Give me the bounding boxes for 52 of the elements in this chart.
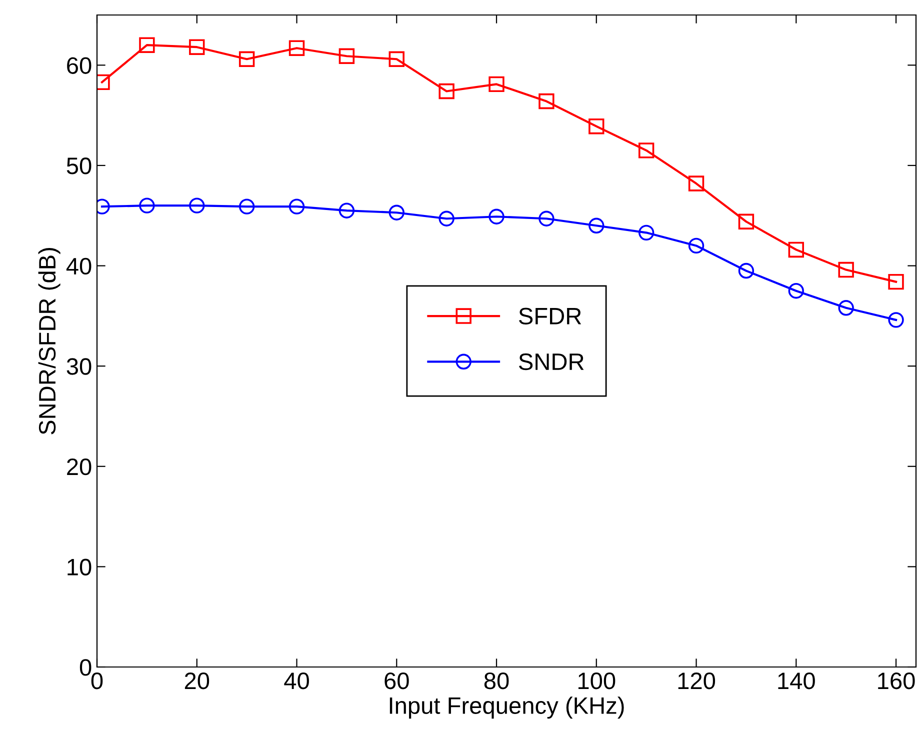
point xyxy=(238,198,255,214)
point xyxy=(638,224,654,241)
y-axis-title: SNDR/SFDR (dB) xyxy=(38,248,60,434)
x-tick-label: 40 xyxy=(284,672,309,690)
point xyxy=(388,204,404,220)
point xyxy=(638,142,654,158)
x-tick-label: 100 xyxy=(578,672,616,690)
y-tick-label: 30 xyxy=(66,358,92,375)
point xyxy=(738,262,754,279)
point xyxy=(288,40,305,56)
point xyxy=(788,242,804,258)
x-tick-label: 80 xyxy=(484,672,509,690)
point xyxy=(488,208,504,224)
point xyxy=(688,238,704,254)
x-tick-label: 60 xyxy=(384,672,409,690)
x-tick-label: 20 xyxy=(184,672,210,690)
legend-label: SNDR xyxy=(518,353,584,370)
point xyxy=(738,214,754,230)
x-tick-label: 0 xyxy=(91,672,103,690)
y-tick-label: 60 xyxy=(67,57,92,74)
y-tick-label: 40 xyxy=(66,258,92,275)
x-tick-label: 140 xyxy=(778,672,815,690)
y-tick-label: 0 xyxy=(80,659,92,676)
y-tick-label: 20 xyxy=(67,458,92,476)
y-tick-label: 50 xyxy=(66,158,92,174)
point xyxy=(438,210,454,226)
x-tick-label: 160 xyxy=(878,672,915,690)
point xyxy=(288,198,305,214)
point xyxy=(388,51,404,67)
point xyxy=(888,312,904,328)
point xyxy=(688,176,704,192)
point xyxy=(588,218,604,234)
x-axis-title: Input Frequency (KHz) xyxy=(390,696,624,719)
point xyxy=(588,118,604,134)
point xyxy=(538,93,554,110)
point xyxy=(538,210,554,226)
point xyxy=(438,83,454,100)
point xyxy=(189,39,205,55)
point xyxy=(838,300,854,316)
point xyxy=(888,274,904,290)
point xyxy=(238,51,255,67)
point xyxy=(488,76,504,92)
point xyxy=(189,198,205,214)
point xyxy=(338,202,355,218)
legend-label: SFDR xyxy=(518,308,582,325)
point xyxy=(338,48,355,64)
point xyxy=(788,282,804,299)
x-tick-label: 120 xyxy=(678,672,716,690)
y-tick-label: 10 xyxy=(68,558,92,576)
point xyxy=(139,198,155,214)
point xyxy=(139,37,155,53)
point xyxy=(838,262,854,278)
